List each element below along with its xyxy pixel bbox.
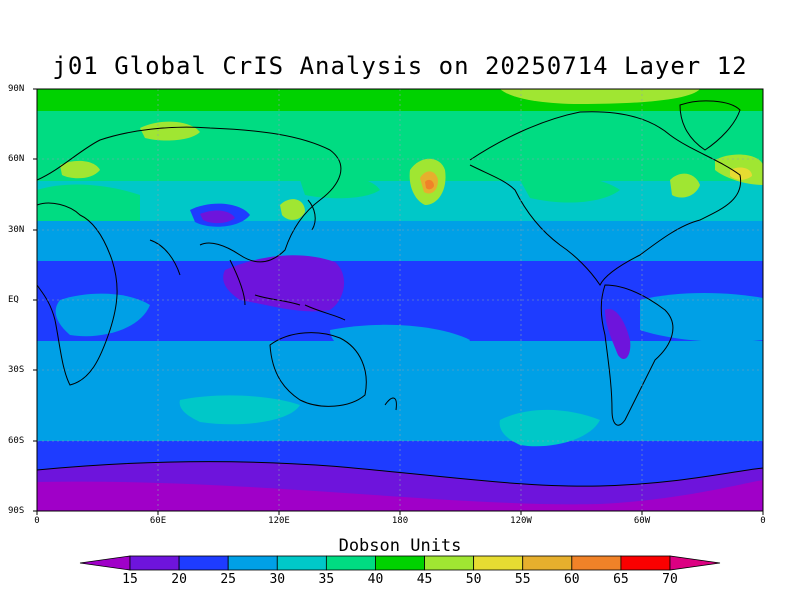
colorbar-swatch [620, 555, 671, 571]
colorbar-title: Dobson Units [338, 536, 462, 556]
coastlines [37, 100, 763, 487]
lon-label-0: 0 [34, 516, 40, 526]
colorbar-tick-label: 45 [416, 572, 433, 587]
lat-label-eq: EQ [8, 295, 19, 305]
colorbar-tick-label: 55 [514, 572, 531, 587]
colorbar-tick-label: 35 [318, 572, 335, 587]
colorbar-swatch [375, 555, 425, 571]
colorbar-tick-label: 40 [367, 572, 384, 587]
colorbar [79, 555, 721, 571]
lat-label-30n: 30N [8, 225, 25, 235]
lon-label-0-east: 0 [760, 516, 766, 526]
colorbar-tick-label: 50 [465, 572, 482, 587]
axis-ticks [33, 88, 764, 515]
lat-label-90s: 90S [8, 506, 25, 516]
lat-label-90n: 90N [8, 84, 25, 94]
colorbar-swatch [129, 555, 180, 571]
lon-label-60w: 60W [633, 516, 651, 526]
lat-label-60n: 60N [8, 154, 25, 164]
colorbar-swatch [325, 555, 376, 571]
colorbar-tick-label: 25 [220, 572, 236, 587]
colorbar-tick-label: 30 [269, 572, 286, 587]
colorbar-swatch [473, 555, 524, 571]
colorbar-tick-label: 65 [613, 572, 629, 587]
graticule [37, 89, 763, 511]
lon-label-180: 180 [391, 516, 409, 526]
colorbar-tick-label: 20 [171, 572, 187, 587]
lon-label-120w: 120W [510, 516, 532, 526]
colorbar-tick-label: 60 [563, 572, 580, 587]
colorbar-swatch [424, 555, 475, 571]
colorbar-swatch [178, 555, 229, 571]
colorbar-swatch [227, 555, 278, 571]
colorbar-max-arrow [669, 555, 721, 571]
lon-label-60e: 60E [149, 516, 167, 526]
colorbar-tick-label: 70 [662, 572, 678, 587]
lon-label-120e: 120E [268, 516, 290, 526]
colorbar-swatch [522, 555, 573, 571]
colorbar-tick-label: 15 [122, 572, 138, 587]
lat-label-30s: 30S [8, 365, 25, 375]
colorbar-swatch [276, 555, 327, 571]
colorbar-swatch [571, 555, 622, 571]
chart-title: j01 Global CrIS Analysis on 20250714 Lay… [52, 52, 748, 80]
lat-label-60s: 60S [8, 436, 25, 446]
colorbar-min-arrow [79, 555, 131, 571]
